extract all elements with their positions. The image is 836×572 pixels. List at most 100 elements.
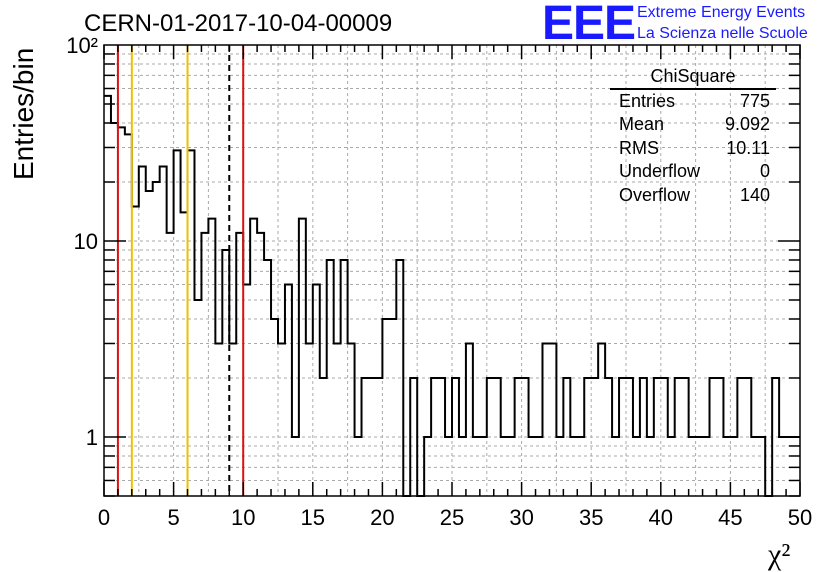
histogram-bin — [132, 206, 139, 496]
histogram-bin — [619, 378, 626, 496]
histogram-bin — [723, 437, 730, 496]
histogram-bin — [264, 260, 271, 496]
histogram-bin — [222, 250, 229, 496]
stats-value: 140 — [739, 184, 770, 205]
histogram-bin — [466, 343, 473, 496]
histogram-bin — [334, 343, 341, 496]
histogram-bin — [181, 212, 188, 496]
histogram-bin — [194, 300, 201, 496]
stats-value: 10.11 — [726, 137, 770, 158]
histogram-bin — [710, 378, 717, 496]
histogram-bin — [341, 260, 348, 496]
stats-row-rms: RMS 10.11 — [610, 137, 780, 160]
x-tick-label: 10 — [231, 505, 255, 530]
histogram-bin — [438, 378, 445, 496]
histogram-bin — [104, 96, 111, 496]
histogram-bin — [536, 437, 543, 496]
stats-box-title: ChiSquare — [610, 66, 776, 90]
histogram-bin — [201, 233, 208, 496]
histogram-bin — [640, 378, 647, 496]
stats-row-underflow: Underflow 0 — [610, 160, 780, 183]
histogram-bin — [703, 437, 710, 496]
histogram-bin — [661, 378, 668, 496]
histogram-bin — [188, 150, 195, 496]
x-tick-label: 15 — [301, 505, 325, 530]
x-tick-label: 40 — [649, 505, 673, 530]
logo-line-1: Extreme Energy Events — [637, 4, 806, 21]
stats-row-overflow: Overflow 140 — [610, 184, 780, 207]
histogram-bin — [362, 378, 369, 496]
histogram-bin — [744, 378, 751, 496]
x-tick-label: 20 — [370, 505, 394, 530]
y-axis-ticks: 1 10 10² — [66, 33, 800, 497]
x-tick-label: 25 — [440, 505, 464, 530]
histogram-bin — [285, 284, 292, 496]
histogram-bin — [257, 233, 264, 496]
x-tick-label: 30 — [509, 505, 533, 530]
histogram-bin — [549, 343, 556, 496]
histogram-bin — [668, 437, 675, 496]
histogram-bin — [501, 437, 508, 496]
y-tick-label: 10 — [74, 229, 98, 254]
histogram-bin — [368, 378, 375, 496]
histogram-bin — [598, 343, 605, 496]
stats-row-entries: Entries 775 — [610, 90, 780, 113]
histogram-bin — [146, 191, 153, 496]
y-tick-label: 1 — [86, 425, 98, 450]
stats-label: Overflow — [619, 184, 691, 205]
histogram-bin — [542, 343, 549, 496]
stats-value: 9.092 — [724, 114, 770, 135]
histogram-bin — [250, 219, 257, 496]
histogram-bin — [696, 437, 703, 496]
histogram-bin — [299, 219, 306, 496]
histogram-bin — [167, 233, 174, 496]
histogram-bin — [730, 437, 737, 496]
y-tick-label: 10² — [66, 33, 98, 58]
histogram-bin — [243, 284, 250, 496]
histogram-bin — [139, 166, 146, 496]
reference-lines — [116, 45, 245, 496]
histogram-bin — [306, 343, 313, 496]
histogram-bin — [563, 378, 570, 496]
histogram-bin — [153, 182, 160, 496]
x-axis-ticks: 0 5 10 15 20 25 30 35 40 45 50 — [98, 45, 812, 530]
stats-label: RMS — [619, 137, 659, 158]
y-axis-label: Entries/bin — [8, 47, 39, 180]
stats-row-mean: Mean 9.092 — [610, 113, 780, 136]
histogram-bin — [125, 134, 132, 496]
histogram-bin — [751, 437, 758, 496]
histogram-bin — [682, 378, 689, 496]
histogram-bin — [480, 437, 487, 496]
histogram-bin — [473, 437, 480, 496]
histogram-bin — [654, 378, 661, 496]
histogram-bin — [487, 378, 494, 496]
histogram-bin — [452, 378, 459, 496]
histogram-bin — [508, 437, 515, 496]
histogram-bin — [675, 378, 682, 496]
stats-value: 0 — [759, 161, 770, 182]
histogram-bin — [278, 343, 285, 496]
histogram-bin — [522, 378, 529, 496]
histogram-bin — [591, 378, 598, 496]
histogram-bin — [396, 260, 403, 496]
histogram-bin — [689, 437, 696, 496]
stats-value: 775 — [739, 91, 770, 111]
histogram-bin — [320, 378, 327, 496]
stats-label: Mean — [619, 114, 665, 135]
histogram-bin — [208, 219, 215, 496]
histogram-bin — [424, 437, 431, 496]
histogram-bin — [633, 437, 640, 496]
histogram-bin — [389, 319, 396, 496]
histogram-bin — [215, 343, 222, 496]
x-tick-label: 45 — [718, 505, 742, 530]
x-tick-label: 5 — [167, 505, 179, 530]
histogram-bin — [556, 437, 563, 496]
x-axis-label: χ² — [768, 538, 791, 571]
histogram-bin — [577, 437, 584, 496]
stats-label: Underflow — [619, 161, 701, 182]
histogram-bin — [118, 127, 125, 496]
stats-box: ChiSquare Entries 775 Mean 9.092 RMS 10.… — [610, 66, 780, 207]
histogram-bin — [410, 378, 417, 496]
histogram-bin — [570, 437, 577, 496]
x-tick-label: 0 — [98, 505, 110, 530]
